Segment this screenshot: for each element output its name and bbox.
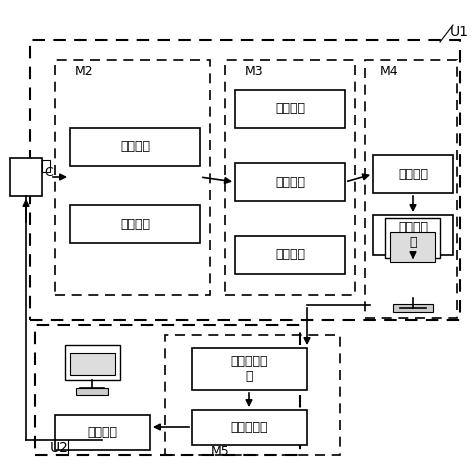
FancyBboxPatch shape: [235, 163, 345, 201]
FancyBboxPatch shape: [373, 215, 453, 255]
Text: C: C: [44, 167, 53, 179]
Text: U1: U1: [450, 25, 469, 39]
Text: 运动方向: 运动方向: [275, 176, 305, 188]
Text: M3: M3: [245, 65, 264, 78]
Text: M2: M2: [75, 65, 94, 78]
FancyBboxPatch shape: [70, 128, 200, 166]
FancyBboxPatch shape: [42, 160, 50, 172]
Text: 保存车牌图
像: 保存车牌图 像: [231, 355, 268, 383]
Text: 图像预处理: 图像预处理: [231, 421, 268, 434]
Text: M4: M4: [380, 65, 399, 78]
FancyBboxPatch shape: [235, 236, 345, 274]
Text: 均値滤波: 均値滤波: [120, 218, 150, 230]
FancyBboxPatch shape: [70, 205, 200, 243]
FancyBboxPatch shape: [393, 304, 433, 312]
FancyBboxPatch shape: [390, 232, 435, 262]
FancyBboxPatch shape: [192, 348, 307, 390]
FancyBboxPatch shape: [65, 345, 120, 380]
FancyBboxPatch shape: [235, 90, 345, 128]
FancyBboxPatch shape: [192, 410, 307, 445]
Text: 运动轨迹: 运动轨迹: [275, 248, 305, 261]
Text: U2: U2: [50, 441, 69, 455]
Text: 计算脱靶
量: 计算脱靶 量: [398, 221, 428, 249]
Text: 酒騾查处: 酒騾查处: [88, 426, 118, 439]
Text: 静态特性: 静态特性: [275, 102, 305, 116]
FancyBboxPatch shape: [70, 353, 115, 375]
FancyBboxPatch shape: [373, 155, 453, 193]
Text: 检测位置: 检测位置: [398, 168, 428, 180]
Text: 中値滤波: 中値滤波: [120, 140, 150, 153]
FancyBboxPatch shape: [76, 388, 108, 395]
Text: M5: M5: [210, 445, 229, 458]
FancyBboxPatch shape: [55, 415, 150, 450]
FancyBboxPatch shape: [385, 218, 440, 258]
FancyBboxPatch shape: [10, 158, 42, 196]
